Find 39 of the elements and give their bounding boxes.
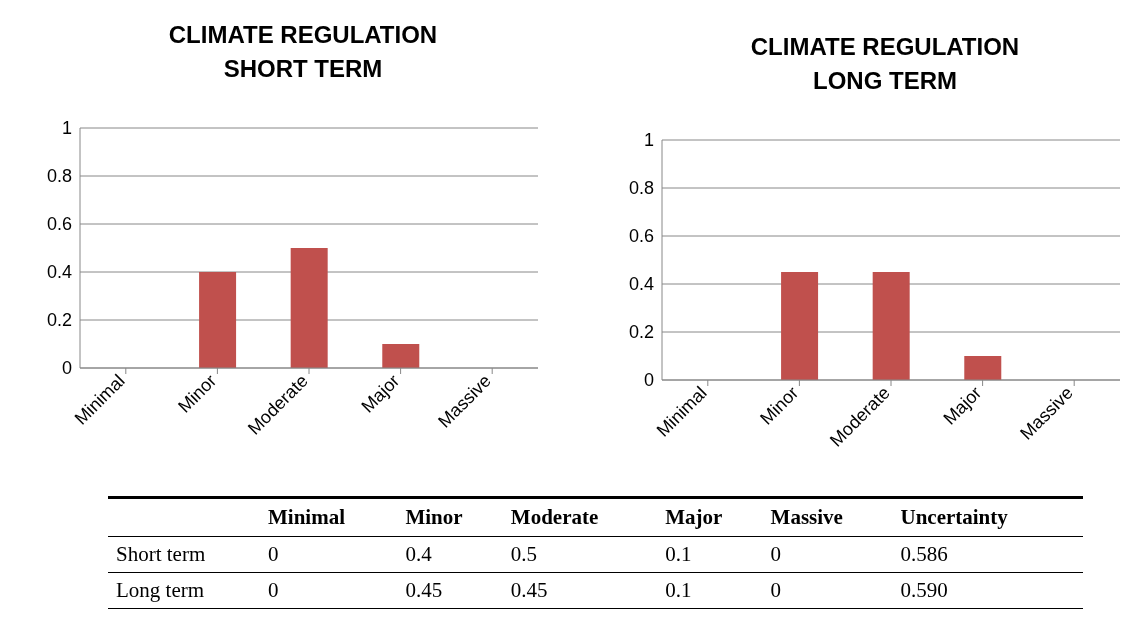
chart-subtitle: SHORT TERM — [222, 54, 384, 84]
data-label: 0.586 — [899, 541, 949, 568]
y-tick-label: 1 — [643, 130, 654, 151]
y-tick-label: 0.2 — [628, 322, 654, 343]
bar — [199, 272, 237, 368]
y-tick-label: 0.8 — [46, 166, 72, 187]
category-label: Minor — [404, 504, 464, 531]
y-tick-label: 0.6 — [46, 214, 72, 235]
text: Long term — [116, 578, 205, 603]
y-tick-label: 1 — [61, 118, 72, 139]
category-label: Major — [664, 504, 724, 531]
data-label: 0 — [267, 577, 280, 604]
y-tick-label: 0 — [61, 358, 72, 379]
text: Short term — [116, 542, 206, 567]
y-tick-label: 0.4 — [46, 262, 72, 283]
data-label: 0.1 — [664, 541, 693, 568]
data-label: 0.5 — [509, 541, 539, 568]
bar — [290, 248, 328, 368]
y-tick-label: 0.6 — [628, 226, 654, 247]
data-label: 0 — [267, 541, 280, 568]
data-label: 0.590 — [899, 577, 949, 604]
category-label: Minimal — [267, 504, 346, 531]
y-tick-label: 0.8 — [628, 178, 654, 199]
chart-title: CLIMATE REGULATION — [167, 20, 439, 50]
category-label: Moderate — [509, 504, 600, 531]
chart-subtitle: LONG TERM — [812, 66, 958, 96]
bar — [382, 344, 420, 368]
y-tick-label: 0.2 — [46, 310, 72, 331]
data-label: 0.45 — [404, 577, 444, 604]
data-label: 0 — [769, 541, 783, 568]
category-label: Uncertainty — [899, 504, 1009, 531]
y-tick-label: 0 — [643, 370, 654, 391]
y-tick-label: 0.4 — [628, 274, 654, 295]
category-label: Massive — [769, 504, 844, 531]
data-label: 0 — [769, 577, 783, 604]
chart-title: CLIMATE REGULATION — [749, 32, 1021, 62]
data-label: 0.45 — [509, 577, 549, 604]
data-label: 0.1 — [664, 577, 693, 604]
data-label: 0.4 — [404, 541, 433, 568]
